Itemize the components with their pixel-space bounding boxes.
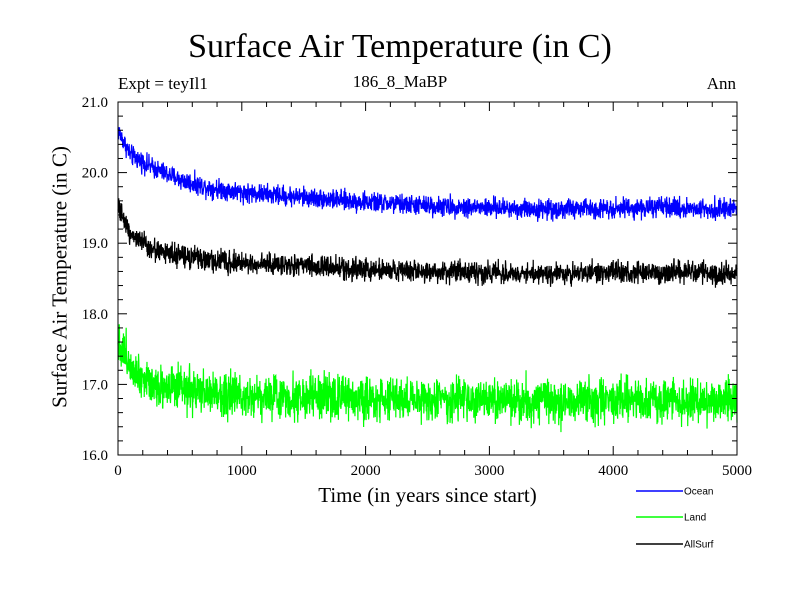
x-tick-label: 0 bbox=[114, 463, 122, 479]
x-tick-label: 1000 bbox=[227, 463, 257, 479]
y-tick-label: 19.0 bbox=[82, 236, 108, 252]
y-tick-label: 18.0 bbox=[82, 307, 108, 323]
chart-subtitle: 186_8_MaBP bbox=[352, 72, 448, 91]
y-tick-label: 20.0 bbox=[82, 166, 108, 182]
x-tick-label: 5000 bbox=[722, 463, 752, 479]
plot-frame bbox=[117, 101, 738, 456]
y-tick-label: 21.0 bbox=[82, 95, 108, 111]
series-line-land bbox=[117, 324, 738, 433]
season-label: Ann bbox=[706, 74, 736, 93]
legend: Ocean Land AllSurf bbox=[636, 487, 714, 551]
legend-label-ocean: Ocean bbox=[684, 487, 713, 498]
axis-layer: 0 1000 2000 3000 4000 5000 16.0 17.0 18.0 19.0 20.… bbox=[82, 95, 752, 479]
series-line-allsurf bbox=[117, 198, 738, 288]
x-tick-label: 2000 bbox=[351, 463, 381, 479]
y-tick-label: 16.0 bbox=[82, 448, 108, 464]
chart-title: Surface Air Temperature (in C) bbox=[188, 28, 612, 65]
legend-label-allsurf: AllSurf bbox=[684, 540, 714, 551]
series-layer bbox=[117, 127, 738, 433]
x-tick-label: 3000 bbox=[474, 463, 504, 479]
y-tick-label: 17.0 bbox=[82, 377, 108, 393]
x-axis-label: Time (in years since start) bbox=[318, 483, 537, 507]
experiment-label: Expt = teyIl1 bbox=[118, 74, 208, 93]
x-tick-label: 4000 bbox=[598, 463, 628, 479]
legend-label-land: Land bbox=[684, 513, 706, 524]
series-line-ocean bbox=[117, 127, 738, 222]
